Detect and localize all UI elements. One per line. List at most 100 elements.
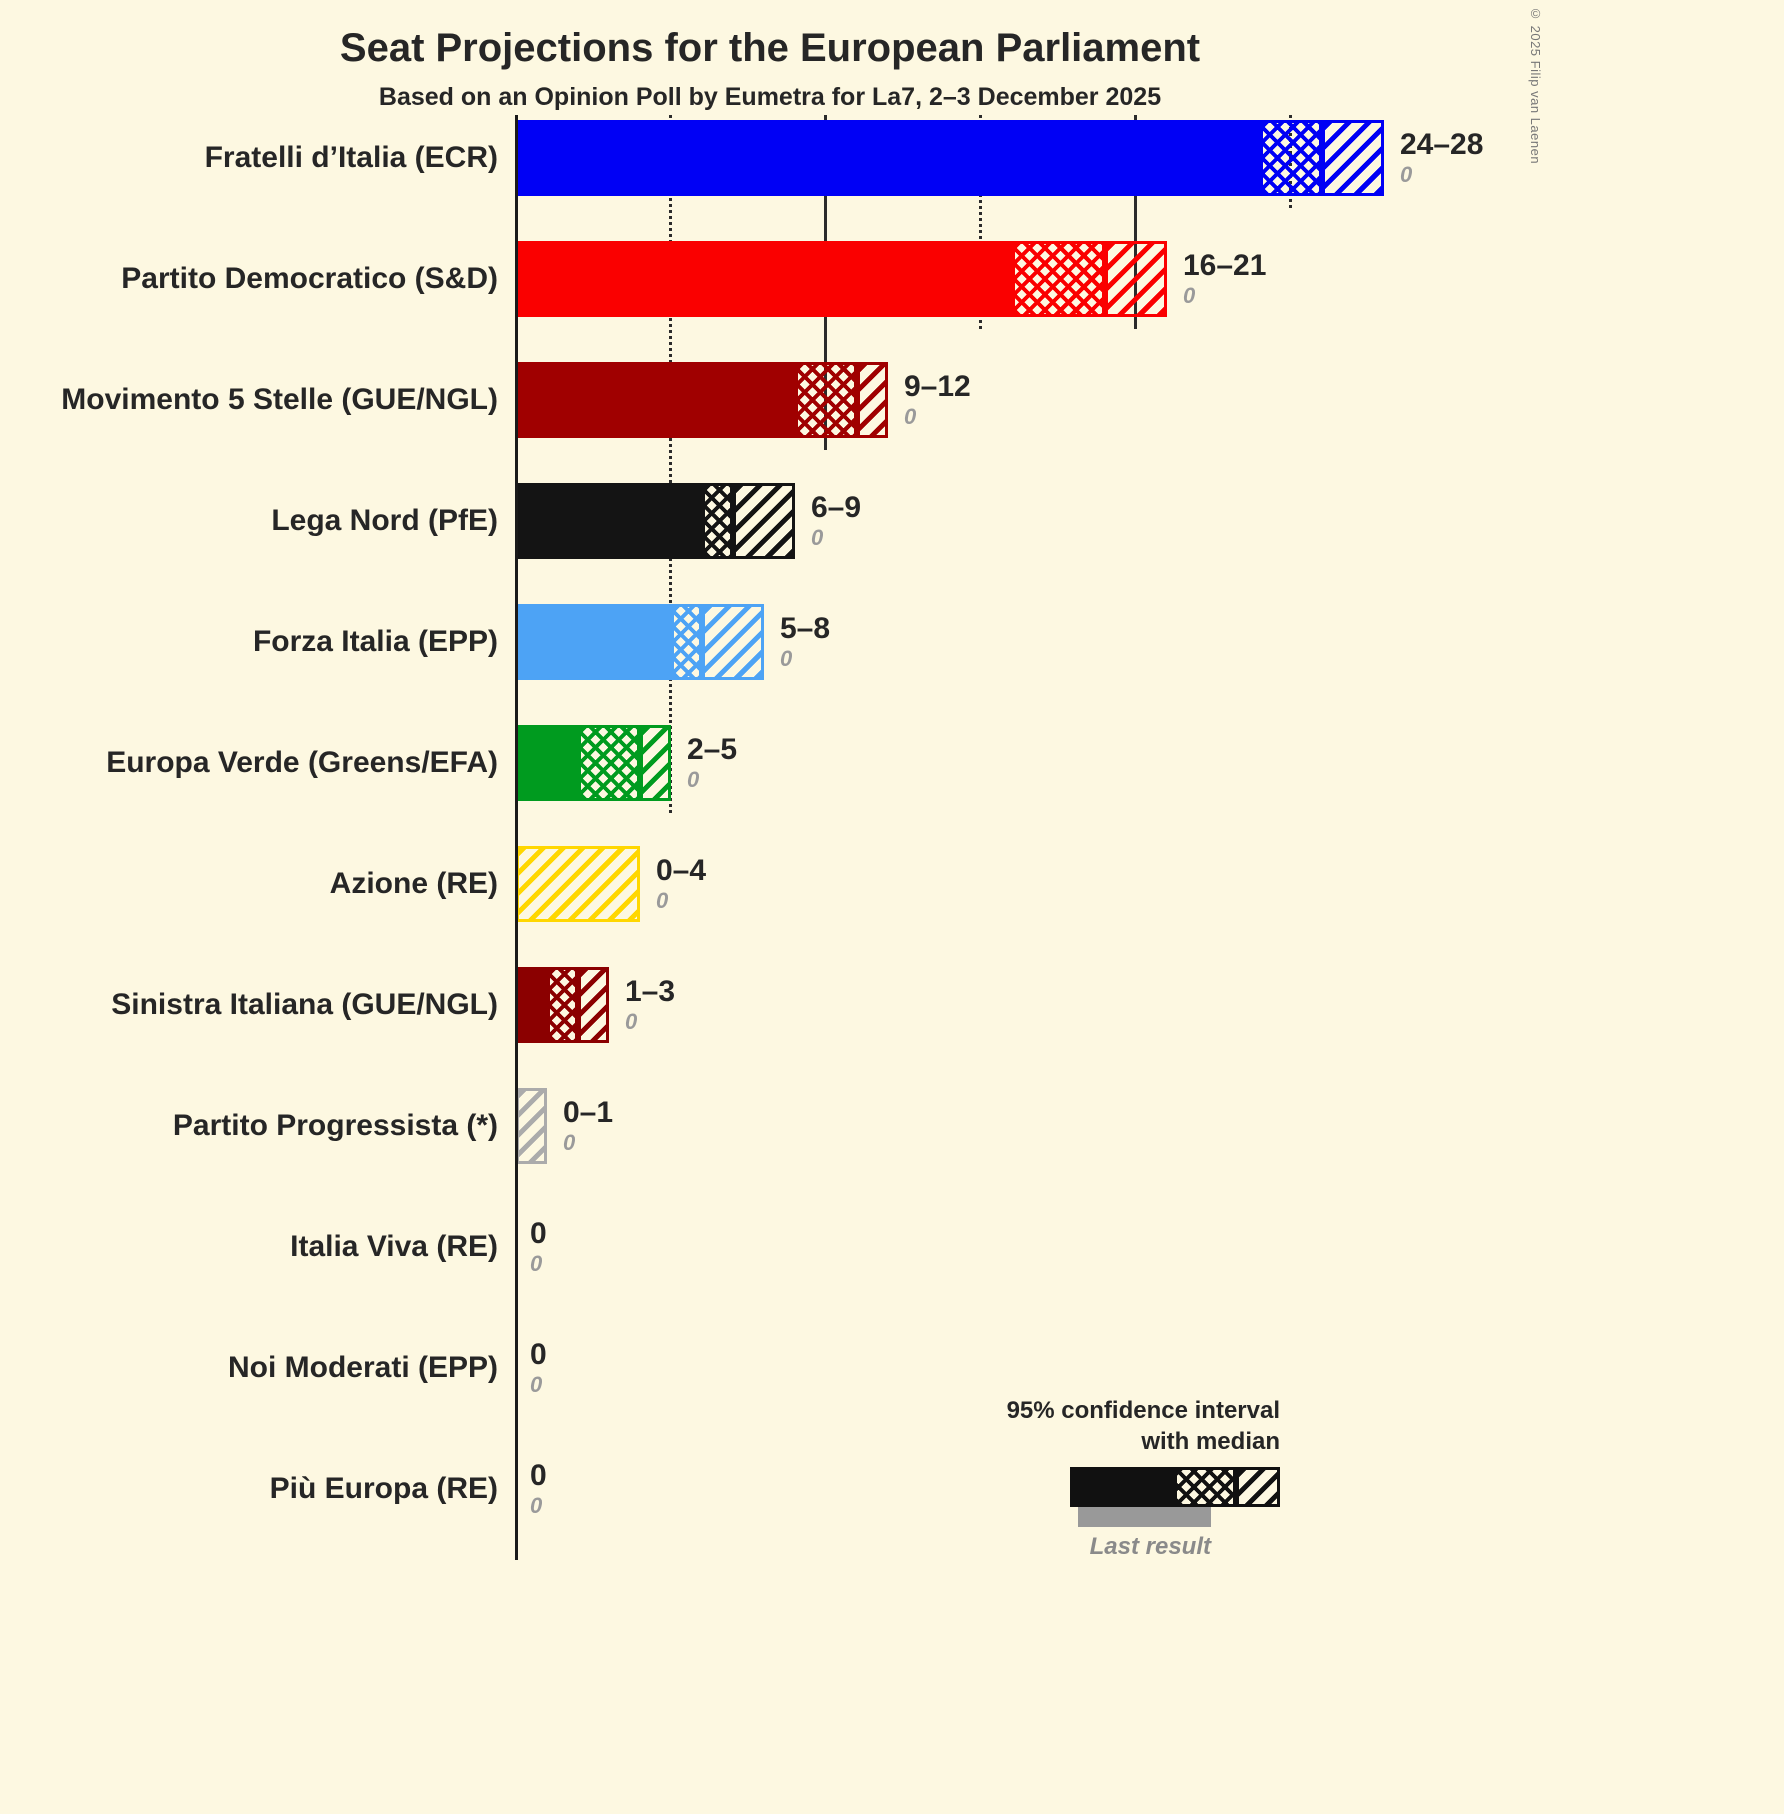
party-label: Italia Viva (RE) <box>290 1230 498 1263</box>
bar-diagonal-segment <box>1322 120 1384 196</box>
bar-solid-segment <box>516 725 578 801</box>
seat-projection-bar-chart: Fratelli d’Italia (ECR) 24–28 0 Partito Dem… <box>0 115 1540 1560</box>
copyright-note: © 2025 Filip van Laenen <box>1528 6 1543 165</box>
party-row-2: Partito Democratico (S&D) 16–21 0 <box>0 241 1540 317</box>
bar-crosshatch-segment <box>795 362 857 438</box>
party-label: Partito Democratico (S&D) <box>121 262 498 295</box>
bar-crosshatch-segment <box>547 967 578 1043</box>
bar-crosshatch-segment <box>702 483 733 559</box>
bar-diagonal-segment <box>578 967 609 1043</box>
party-label: Fratelli d’Italia (ECR) <box>204 141 498 174</box>
last-result-label: 0 <box>811 525 824 550</box>
bar-solid-segment <box>516 967 547 1043</box>
legend-ci-bar <box>1070 1467 1280 1507</box>
bar-diagonal-segment <box>702 604 764 680</box>
party-row-11: Noi Moderati (EPP) 0 0 <box>0 1330 1540 1406</box>
value-labels: 5–8 0 <box>780 604 830 680</box>
y-axis-line <box>515 115 518 1560</box>
last-result-label: 0 <box>530 1251 543 1276</box>
chart-page: © 2025 Filip van Laenen Seat Projections… <box>0 6 1543 1561</box>
bar-solid-segment <box>516 362 795 438</box>
last-result-label: 0 <box>1183 283 1196 308</box>
gridline-15-seats <box>979 115 982 329</box>
party-row-9: Partito Progressista (*) 0–1 0 <box>0 1088 1540 1164</box>
last-result-label: 0 <box>780 646 793 671</box>
party-label: Noi Moderati (EPP) <box>227 1351 498 1384</box>
party-label: Azione (RE) <box>329 867 498 900</box>
value-labels: 0–4 0 <box>656 846 706 922</box>
last-result-label: 0 <box>530 1493 543 1518</box>
last-result-label: 0 <box>1400 162 1413 187</box>
value-labels: 0–1 0 <box>563 1088 613 1164</box>
party-label: Movimento 5 Stelle (GUE/NGL) <box>61 383 498 416</box>
chart-title: Seat Projections for the European Parlia… <box>339 26 1201 70</box>
bar-solid-segment <box>516 483 702 559</box>
seat-bar <box>516 241 1167 317</box>
value-labels: 2–5 0 <box>687 725 737 801</box>
bar-diagonal-segment <box>516 1088 547 1164</box>
range-label: 9–12 <box>904 370 971 403</box>
legend-diagonal-segment <box>1236 1467 1280 1507</box>
legend-last-result-label: Last result <box>1089 1533 1211 1560</box>
value-labels: 16–21 0 <box>1183 241 1266 317</box>
value-labels: 1–3 0 <box>625 967 675 1043</box>
party-row-3: Movimento 5 Stelle (GUE/NGL) 9–12 0 <box>0 362 1540 438</box>
last-result-label: 0 <box>656 888 669 913</box>
range-label: 6–9 <box>811 491 862 524</box>
range-label: 0–1 <box>563 1096 614 1129</box>
bar-solid-segment <box>516 604 671 680</box>
party-row-7: Azione (RE) 0–4 0 <box>0 846 1540 922</box>
bar-crosshatch-segment <box>578 725 640 801</box>
bar-diagonal-segment <box>857 362 888 438</box>
bar-diagonal-segment <box>1105 241 1167 317</box>
bar-diagonal-segment <box>733 483 795 559</box>
chart-subtitle: Based on an Opinion Poll by Eumetra for … <box>378 83 1162 111</box>
party-label: Partito Progressista (*) <box>172 1109 498 1142</box>
seat-bar <box>516 846 640 922</box>
legend-ci-label-line1: 95% confidence interval <box>1006 1397 1280 1424</box>
seat-bar <box>516 362 888 438</box>
legend-crosshatch-segment <box>1174 1467 1236 1507</box>
range-label: 24–28 <box>1400 128 1484 161</box>
bar-diagonal-segment <box>516 846 640 922</box>
value-labels: 9–12 0 <box>904 362 971 438</box>
seat-bar <box>516 1088 547 1164</box>
bar-solid-segment <box>516 120 1260 196</box>
value-labels: 24–28 0 <box>1400 120 1483 196</box>
legend-last-result-bar <box>1078 1507 1211 1527</box>
gridline-5-seats <box>669 115 672 813</box>
party-row-10: Italia Viva (RE) 0 0 <box>0 1209 1540 1285</box>
last-result-label: 0 <box>563 1130 576 1155</box>
range-label: 16–21 <box>1183 249 1267 282</box>
last-result-label: 0 <box>904 404 917 429</box>
range-label: 0 <box>530 1459 547 1492</box>
seat-bar <box>516 120 1384 196</box>
party-label: Lega Nord (PfE) <box>271 504 498 537</box>
range-label: 1–3 <box>625 975 676 1008</box>
legend: 95% confidence interval with median Last… <box>860 1395 1280 1561</box>
last-result-label: 0 <box>530 1372 543 1397</box>
range-label: 0 <box>530 1338 547 1371</box>
legend-ci-label-line2: with median <box>1141 1428 1280 1455</box>
party-label: Europa Verde (Greens/EFA) <box>106 746 498 779</box>
last-result-label: 0 <box>625 1009 638 1034</box>
gridline-20-seats <box>1134 115 1137 329</box>
value-labels: 6–9 0 <box>811 483 861 559</box>
party-label: Sinistra Italiana (GUE/NGL) <box>111 988 498 1021</box>
seat-bar <box>516 483 795 559</box>
range-label: 0 <box>530 1217 547 1250</box>
range-label: 0–4 <box>656 854 707 887</box>
range-label: 5–8 <box>780 612 831 645</box>
party-row-8: Sinistra Italiana (GUE/NGL) 1–3 0 <box>0 967 1540 1043</box>
range-label: 2–5 <box>687 733 738 766</box>
party-row-1: Fratelli d’Italia (ECR) 24–28 0 <box>0 120 1540 196</box>
party-row-5: Forza Italia (EPP) 5–8 0 <box>0 604 1540 680</box>
seat-bar <box>516 725 671 801</box>
bar-crosshatch-segment <box>671 604 702 680</box>
party-row-6: Europa Verde (Greens/EFA) 2–5 0 <box>0 725 1540 801</box>
party-label: Più Europa (RE) <box>269 1472 498 1505</box>
bar-diagonal-segment <box>640 725 671 801</box>
